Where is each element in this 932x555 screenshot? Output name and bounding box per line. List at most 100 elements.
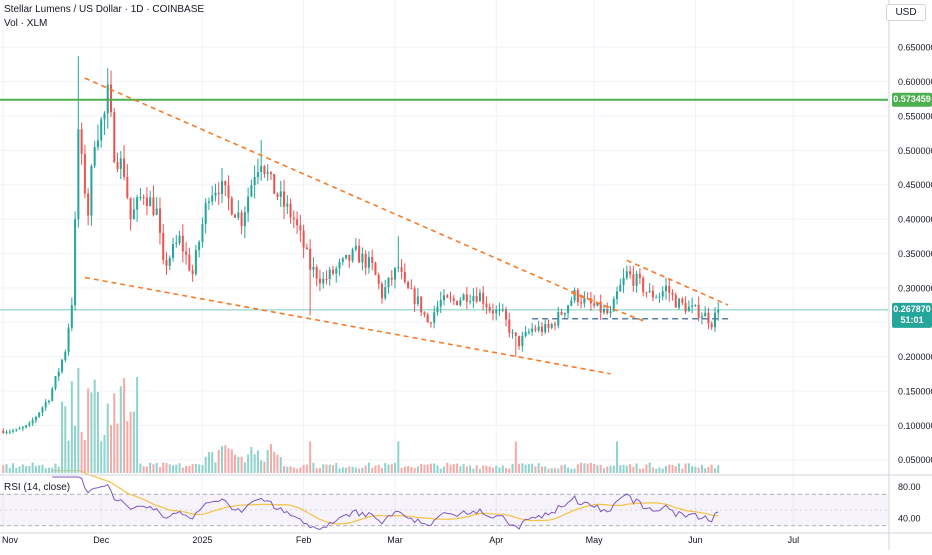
- candle-body: [655, 297, 658, 299]
- candle-body: [194, 250, 197, 275]
- volume-bar: [374, 465, 377, 473]
- candle-body: [214, 192, 217, 196]
- y-tick-label: 0.200000: [898, 352, 932, 362]
- candle-body: [93, 147, 96, 166]
- candle-body: [116, 162, 119, 169]
- y-tick-label: 0.450000: [898, 180, 932, 190]
- volume-bar: [495, 465, 498, 473]
- volume-bar: [302, 464, 305, 473]
- volume-bar: [348, 466, 351, 473]
- volume-bar: [550, 468, 553, 473]
- candle-body: [305, 247, 308, 249]
- volume-bar: [547, 468, 550, 473]
- rsi-legend: RSI (14, close): [4, 482, 71, 493]
- volume-bar: [113, 393, 116, 473]
- volume-bar: [286, 466, 289, 473]
- candle-body: [8, 431, 11, 433]
- volume-bar: [18, 466, 21, 473]
- candle-body: [668, 286, 671, 293]
- candle-body: [478, 292, 481, 302]
- candle-body: [697, 304, 700, 318]
- volume-bar: [684, 463, 687, 473]
- candle-body: [491, 310, 494, 314]
- volume-bar: [586, 463, 589, 473]
- candle-body: [5, 432, 8, 434]
- volume-bar: [44, 468, 47, 473]
- candle-body: [57, 371, 60, 377]
- volume-bar: [345, 467, 348, 473]
- volume-bar: [315, 468, 318, 473]
- volume-bar: [250, 446, 253, 473]
- volume-bar: [655, 468, 658, 473]
- volume-bar: [136, 376, 139, 473]
- candle-body: [534, 328, 537, 331]
- y-tick-label: 0.650000: [898, 43, 932, 53]
- candle-body: [181, 235, 184, 252]
- x-tick-label: Dec: [93, 535, 110, 545]
- volume-bar: [436, 465, 439, 473]
- y-tick-label: 0.150000: [898, 386, 932, 396]
- currency-button[interactable]: USD: [886, 4, 926, 21]
- rsi-pane: [0, 470, 888, 530]
- candle-body: [439, 300, 442, 307]
- volume-bar: [713, 468, 716, 473]
- candle-body: [175, 243, 178, 245]
- volume-bar: [188, 466, 191, 473]
- volume-bar: [220, 446, 224, 473]
- candle-body: [364, 253, 367, 268]
- volume-bar: [41, 464, 44, 473]
- candle-body: [524, 331, 527, 336]
- candle-body: [446, 295, 449, 298]
- candle-body: [158, 208, 161, 233]
- volume-bar: [214, 462, 217, 473]
- volume-bar: [403, 466, 406, 473]
- candle-body: [505, 309, 508, 320]
- volume-bar: [152, 464, 155, 473]
- volume-bar: [341, 467, 344, 473]
- volume-bar: [580, 462, 583, 473]
- volume-bar: [439, 468, 442, 473]
- volume-bar: [279, 457, 282, 473]
- volume-bar: [64, 406, 67, 473]
- volume-bar: [567, 467, 570, 473]
- volume-bar: [165, 462, 168, 473]
- volume-bar: [674, 466, 677, 473]
- y-tick-label: 0.300000: [898, 283, 932, 293]
- candle-body: [717, 309, 720, 313]
- volume-bar: [74, 425, 77, 473]
- volume-bar: [700, 464, 703, 473]
- candle-body: [645, 292, 648, 294]
- volume-bar: [619, 465, 622, 473]
- candle-body: [380, 283, 383, 299]
- candle-body: [531, 328, 534, 332]
- candle-body: [96, 140, 99, 148]
- candle-body: [407, 281, 410, 289]
- candle-body: [423, 312, 426, 315]
- candle-body: [185, 251, 188, 255]
- volume-bar: [606, 466, 609, 473]
- candle-body: [394, 267, 397, 280]
- candle-body: [165, 259, 168, 266]
- volume-bar: [482, 465, 485, 473]
- candle-body: [465, 294, 468, 302]
- candle-body: [217, 192, 220, 194]
- volume-bar: [38, 465, 41, 473]
- x-tick-label: Jun: [688, 535, 703, 545]
- candle-body: [273, 173, 276, 194]
- volume-bar: [201, 464, 204, 473]
- candle-body: [67, 327, 70, 352]
- candle-body: [162, 232, 165, 260]
- volume-bar: [671, 464, 674, 473]
- candle-body: [312, 266, 315, 270]
- candle-body: [276, 193, 279, 197]
- candle-body: [318, 278, 321, 284]
- candle-body: [77, 129, 80, 220]
- volume-bar: [456, 463, 459, 473]
- volume-bar: [645, 464, 648, 473]
- candle-body: [109, 84, 113, 113]
- candle-body: [397, 267, 400, 269]
- candle-body: [243, 212, 246, 227]
- candle-body: [201, 224, 204, 243]
- volume-bar: [109, 425, 113, 473]
